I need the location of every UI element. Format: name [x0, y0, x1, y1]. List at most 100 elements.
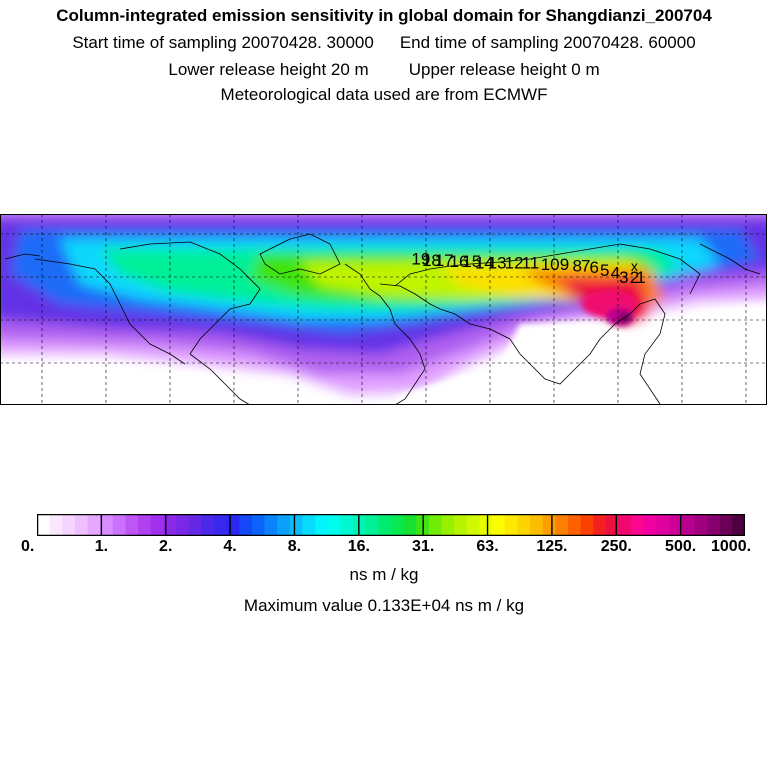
colorbar-cell — [631, 514, 645, 536]
colorbar-cell — [403, 514, 417, 536]
colorbar-cell — [277, 514, 291, 536]
coastlines — [4, 233, 761, 405]
trajectory-label-3: 3 — [619, 268, 628, 287]
colorbar-cell — [568, 514, 582, 536]
colorbar-cell — [176, 514, 190, 536]
colorbar-cell — [391, 514, 405, 536]
receptor-marker-glyph: x — [631, 258, 638, 274]
colorbar-cell — [353, 514, 367, 536]
colorbar-tick-label: 0. — [21, 538, 35, 555]
colorbar-cell — [707, 514, 721, 536]
colorbar-cell — [555, 514, 569, 536]
colorbar-units: ns m / kg — [349, 565, 419, 584]
colorbar-cell — [163, 514, 177, 536]
start-sampling-text: Start time of sampling 20070428. 30000 — [72, 33, 374, 52]
trajectory-label-17: 17 — [435, 251, 454, 270]
colorbar-cell — [479, 514, 493, 536]
colorbar-cell — [694, 514, 708, 536]
colorbar-cell — [239, 514, 253, 536]
colorbar-cell — [87, 514, 101, 536]
map-frame — [0, 214, 767, 405]
colorbar-cell — [226, 514, 240, 536]
colorbar-cell — [732, 514, 745, 536]
colorbar-tick-label: 500. — [665, 538, 697, 555]
colorbar-cell — [327, 514, 342, 536]
colorbar — [37, 514, 745, 536]
colorbar-cell — [49, 514, 63, 536]
colorbar-cell — [681, 514, 696, 536]
colorbar-cell — [530, 514, 544, 536]
colorbar-cell — [100, 514, 114, 536]
met-data-text: Meteorological data used are from ECMWF — [220, 85, 548, 104]
trajectory-label-19: 19 — [411, 249, 430, 268]
colorbar-cell — [302, 514, 316, 536]
colorbar-cell — [441, 514, 455, 536]
colorbar-cell — [112, 514, 127, 536]
colorbar-cell — [719, 514, 733, 536]
trajectory-label-7: 7 — [581, 257, 590, 276]
upper-release-text: Upper release height 0 m — [408, 60, 600, 79]
sampling-time-line: Start time of sampling 20070428. 30000 En… — [0, 33, 768, 53]
colorbar-cell — [37, 514, 51, 536]
colorbar-cell — [492, 514, 506, 536]
colorbar-cell — [138, 514, 152, 536]
colorbar-cell — [542, 514, 556, 536]
colorbar-cell — [504, 514, 519, 536]
colorbar-cell — [454, 514, 468, 536]
trajectory-label-1: 1 — [636, 268, 645, 287]
colorbar-cell — [264, 514, 278, 536]
trajectory-label-11: 11 — [522, 254, 540, 273]
colorbar-cell — [517, 514, 531, 536]
colorbar-tick-label: 4. — [223, 538, 237, 555]
release-height-line: Lower release height 20 m Upper release h… — [0, 60, 768, 80]
maximum-value-text: Maximum value 0.133E+04 ns m / kg — [243, 596, 525, 615]
colorbar-tick-label: 1. — [94, 538, 109, 555]
end-sampling-text: End time of sampling 20070428. 60000 — [399, 33, 696, 52]
colorbar-tick-label: 63. — [476, 538, 499, 555]
trajectory-label-6: 6 — [589, 258, 598, 277]
colorbar-cell — [188, 514, 202, 536]
graticule — [0, 214, 767, 405]
trajectory-label-13: 13 — [488, 254, 507, 273]
sensitivity-field — [0, 214, 767, 405]
colorbar-cell — [378, 514, 392, 536]
colorbar-cell — [251, 514, 266, 536]
colorbar-cell — [201, 514, 215, 536]
trajectory-label-16: 16 — [450, 252, 469, 271]
trajectory-label-9: 9 — [560, 255, 569, 274]
colorbar-tick-label: 31. — [412, 538, 435, 555]
colorbar-cell — [643, 514, 658, 536]
colorbar-tick-label: 8. — [287, 538, 302, 555]
trajectory-label-8: 8 — [572, 257, 581, 276]
colorbar-tick-label: 125. — [536, 538, 568, 555]
colorbar-cell — [428, 514, 443, 536]
trajectory-label-15: 15 — [462, 252, 481, 271]
trajectory-label-10: 10 — [541, 255, 560, 274]
colorbar-cell — [618, 514, 632, 536]
lower-release-text: Lower release height 20 m — [168, 60, 369, 79]
colorbar-cell — [214, 514, 228, 536]
colorbar-cell — [466, 514, 481, 536]
colorbar-tick-label: 1000. — [711, 538, 752, 555]
colorbar-tick-label: 16. — [347, 538, 370, 555]
trajectory-label-2: 2 — [630, 268, 639, 287]
receptor-marker: x — [631, 258, 638, 274]
trajectory-label-5: 5 — [600, 261, 609, 280]
colorbar-cell — [340, 514, 354, 536]
colorbar-cell — [365, 514, 379, 536]
trajectory-label-14: 14 — [475, 254, 494, 273]
colorbar-cell — [289, 514, 304, 536]
colorbar-tick-label: 2. — [159, 538, 173, 555]
plot-title: Column-integrated emission sensitivity i… — [56, 6, 712, 25]
colorbar-cell — [315, 514, 329, 536]
trajectory-label-4: 4 — [611, 264, 620, 283]
colorbar-cell — [656, 514, 670, 536]
colorbar-tick-label: 250. — [600, 538, 632, 555]
colorbar-cell — [150, 514, 165, 536]
colorbar-cell — [605, 514, 620, 536]
colorbar-cell — [125, 514, 139, 536]
colorbar-cell — [74, 514, 89, 536]
colorbar-cell — [593, 514, 607, 536]
